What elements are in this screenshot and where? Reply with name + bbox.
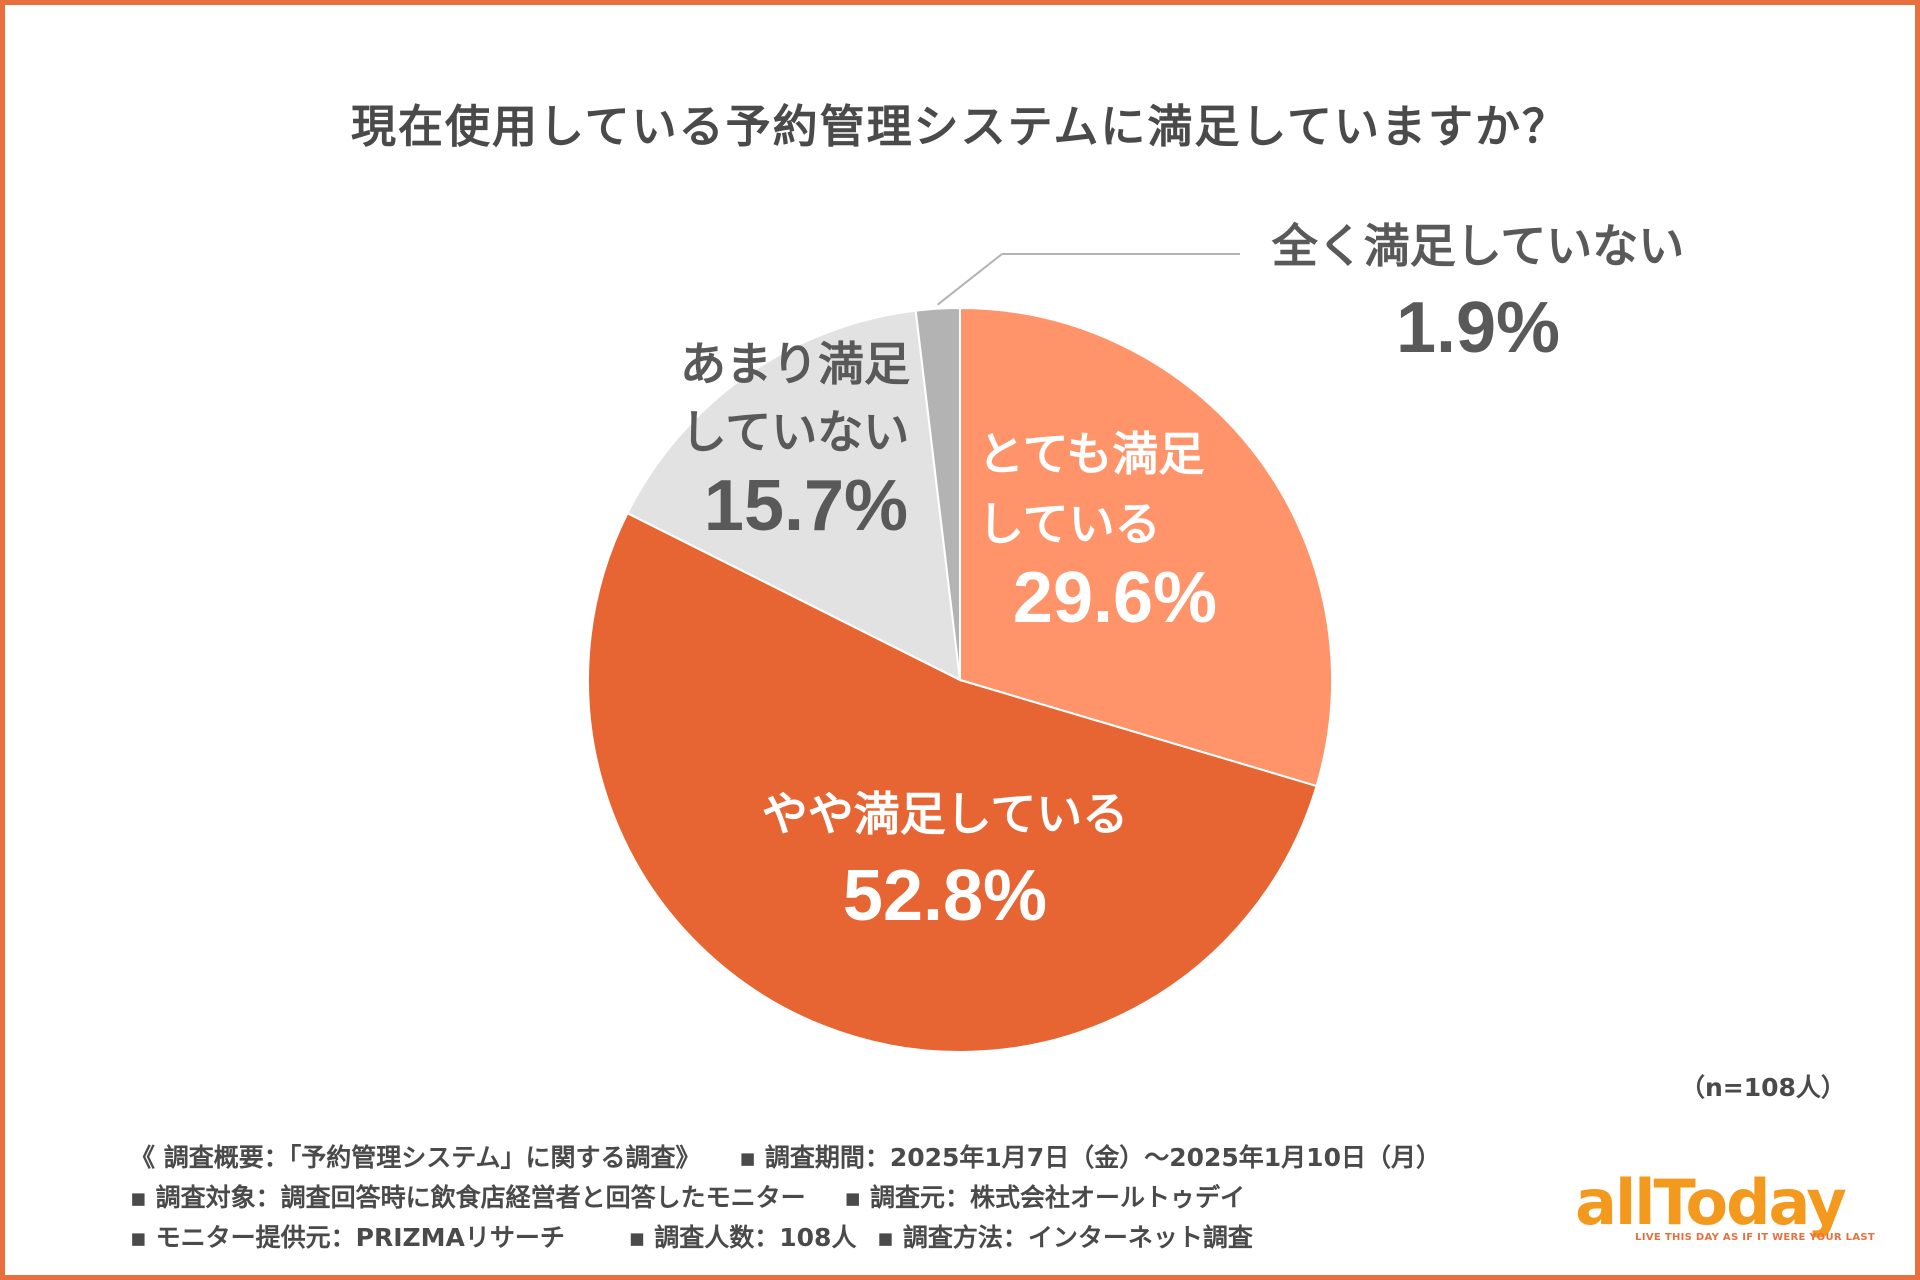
- notes-period: ▪ 調査期間：2025年1月7日（金）〜2025年1月10日（月）: [739, 1143, 1441, 1172]
- alltoday-logo: allToday LIVE THIS DAY AS IF IT WERE YOU…: [1545, 1170, 1875, 1250]
- slice-value-label: 29.6%: [1013, 558, 1217, 638]
- slice-category-label: やや満足している: [762, 787, 1129, 841]
- slice-category-label: あまり満足: [680, 337, 910, 391]
- notes-method: ▪ 調査方法：インターネット調査: [877, 1223, 1253, 1252]
- notes-row: 《 調査概要：「予約管理システム」に関する調査》 ▪ 調査期間：2025年1月7…: [130, 1138, 1441, 1178]
- slice-category-label: 全く満足していない: [1271, 219, 1685, 273]
- slice-category-label: している: [978, 497, 1161, 551]
- pie-slice: [626, 309, 962, 682]
- notes-source: ▪ 調査元：株式会社オールトゥデイ: [844, 1183, 1246, 1212]
- pie-slice: [959, 306, 1333, 788]
- slice-value-label: 1.9%: [1396, 288, 1560, 368]
- slice-value-label: 15.7%: [704, 466, 908, 546]
- slice-label: やや満足している 52.8%: [762, 787, 1129, 936]
- notes-target: ▪ 調査対象：調査回答時に飲食店経営者と回答したモニター: [130, 1183, 806, 1212]
- logo-tagline: LIVE THIS DAY AS IF IT WERE YOUR LAST: [1635, 1232, 1875, 1243]
- slice-value-label: 52.8%: [843, 856, 1047, 936]
- leader-line: [936, 253, 1003, 306]
- notes-provider: ▪ モニター提供元：PRIZMAリサーチ: [130, 1223, 565, 1252]
- sample-size-label: （n=108人）: [1680, 1073, 1846, 1102]
- notes-row: ▪ モニター提供元：PRIZMAリサーチ ▪ 調査人数：108人 ▪ 調査方法：…: [130, 1218, 1441, 1258]
- notes-overview: 《 調査概要：「予約管理システム」に関する調査》: [130, 1143, 701, 1172]
- slice-label: 全く満足していない 1.9%: [1271, 219, 1685, 368]
- chart-title: 現在使用している予約管理システムに満足していますか？: [351, 100, 1569, 153]
- survey-notes: 《 調査概要：「予約管理システム」に関する調査》 ▪ 調査期間：2025年1月7…: [130, 1138, 1441, 1258]
- logo-wordmark: allToday: [1575, 1166, 1847, 1239]
- notes-count: ▪ 調査人数：108人: [628, 1223, 857, 1252]
- notes-row: ▪ 調査対象：調査回答時に飲食店経営者と回答したモニター ▪ 調査元：株式会社オ…: [130, 1178, 1441, 1218]
- pie-slice: [587, 511, 1318, 1053]
- pie-slice: [914, 306, 961, 681]
- slice-category-label: していない: [681, 405, 910, 459]
- slice-category-label: とても満足: [978, 427, 1204, 481]
